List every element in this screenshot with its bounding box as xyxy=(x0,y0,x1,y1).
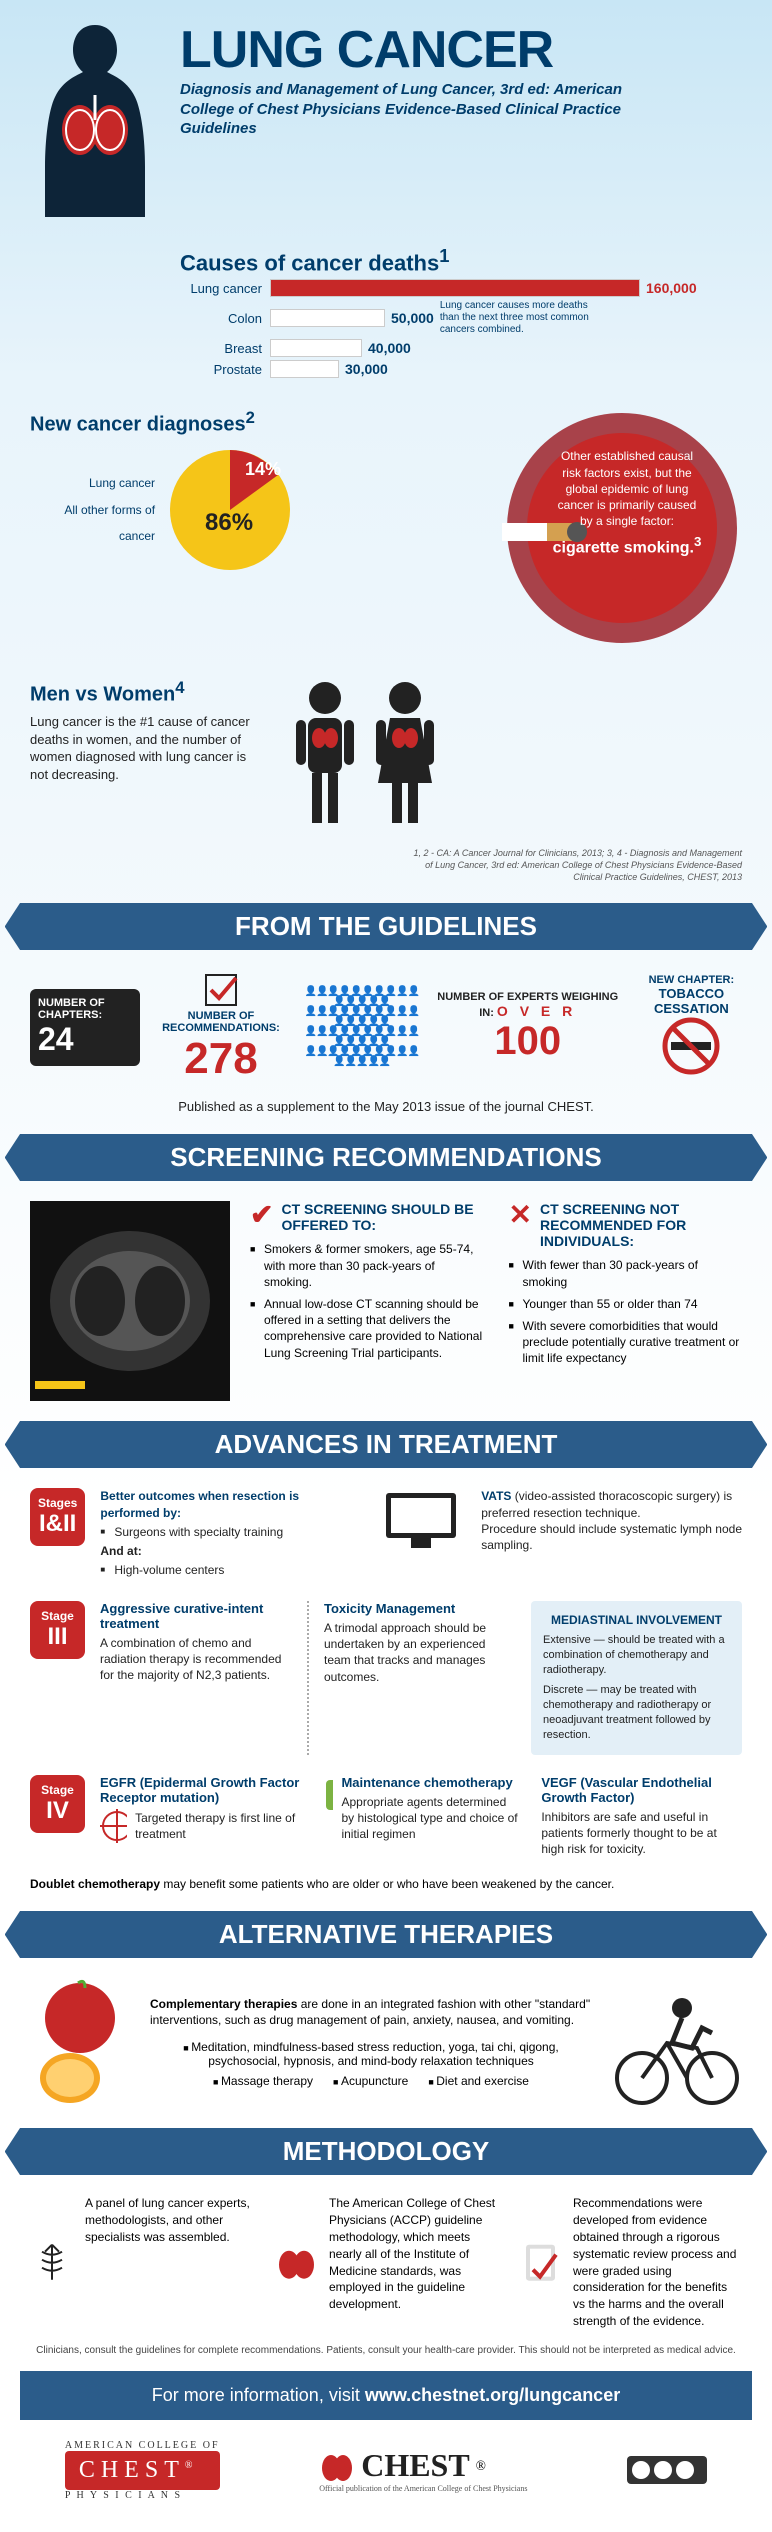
subtitle: Diagnosis and Management of Lung Cancer,… xyxy=(180,80,670,139)
stage-4: StageIV EGFR (Epidermal Growth Factor Re… xyxy=(30,1775,742,1858)
recommendations-stat: NUMBER OF RECOMMENDATIONS: 278 xyxy=(155,970,287,1084)
list-item: Annual low-dose CT scanning should be of… xyxy=(250,1296,484,1361)
banner-methodology: METHODOLOGY xyxy=(20,2128,752,2175)
monitor-icon xyxy=(381,1488,461,1553)
cigarette-text: Other established causal risk factors ex… xyxy=(552,448,702,559)
banner-guidelines: FROM THE GUIDELINES xyxy=(20,903,752,950)
stage-3: StageIII Aggressive curative-intent trea… xyxy=(30,1601,742,1755)
caduceus-icon xyxy=(30,2195,75,2329)
published-note: Published as a supplement to the May 201… xyxy=(30,1099,742,1114)
causes-title: Causes of cancer deaths1 xyxy=(180,245,742,276)
stage-1-2: StagesI&II Better outcomes when resectio… xyxy=(30,1488,742,1581)
ct-scan-icon xyxy=(30,1201,230,1401)
list-item: Acupuncture xyxy=(333,2074,408,2088)
people-icons: 👤👤👤👤👤👤👤👤👤👤👤👤👤👤👤 👤👤👤👤👤👤👤👤👤👤👤👤👤👤👤 👤👤👤👤👤👤👤👤… xyxy=(302,987,422,1067)
alternative-section: Complementary therapies are done in an i… xyxy=(30,1978,742,2108)
men-women-title: Men vs Women4 xyxy=(30,678,260,707)
bar-row: Colon50,000Lung cancer causes more death… xyxy=(180,300,742,336)
list-item: Diet and exercise xyxy=(428,2074,529,2088)
iv-bag-icon xyxy=(321,1775,334,1835)
list-item: Massage therapy xyxy=(213,2074,313,2088)
diagnoses-title: New cancer diagnoses2 xyxy=(30,408,290,437)
list-item: Surgeons with specialty training xyxy=(100,1525,361,1539)
screening-offered: ✔CT SCREENING SHOULD BE OFFERED TO: Smok… xyxy=(250,1201,484,1401)
title-block: LUNG CANCER Diagnosis and Management of … xyxy=(180,20,670,139)
methodology-section: A panel of lung cancer experts, methodol… xyxy=(30,2195,742,2329)
guidelines-stats: NUMBER OF CHAPTERS: 24 NUMBER OF RECOMME… xyxy=(30,970,742,1084)
list-item: High-volume centers xyxy=(100,1563,361,1577)
men-women-section: Men vs Women4 Lung cancer is the #1 caus… xyxy=(30,678,742,838)
pie-labels: Lung cancer All other forms of cancer xyxy=(30,470,155,549)
banner-screening: SCREENING RECOMMENDATIONS xyxy=(20,1134,752,1181)
list-item: With fewer than 30 pack-years of smoking xyxy=(509,1257,743,1289)
screening-section: ✔CT SCREENING SHOULD BE OFFERED TO: Smok… xyxy=(30,1201,742,1401)
banner-alternative: ALTERNATIVE THERAPIES xyxy=(20,1911,752,1958)
x-icon: ✕ xyxy=(509,1201,532,1249)
alt-intro: Complementary therapies are done in an i… xyxy=(150,1996,592,2030)
diagnoses-block: New cancer diagnoses2 Lung cancer All ot… xyxy=(30,408,290,653)
svg-text:86%: 86% xyxy=(205,509,253,536)
bar-row: Breast40,000 xyxy=(180,339,742,357)
fruit-icon xyxy=(30,1978,130,2108)
header: LUNG CANCER Diagnosis and Management of … xyxy=(30,20,742,225)
banner-advances: ADVANCES IN TREATMENT xyxy=(20,1421,752,1468)
causes-section: Causes of cancer deaths1 Lung cancer160,… xyxy=(180,245,742,378)
clinicians-note: Clinicians, consult the guidelines for c… xyxy=(30,2345,742,2356)
diagnoses-row: New cancer diagnoses2 Lung cancer All ot… xyxy=(30,408,742,653)
bar-row: Prostate30,000 xyxy=(180,360,742,378)
info-banner: For more information, visit www.chestnet… xyxy=(20,2371,752,2420)
cc-license-icon xyxy=(627,2456,707,2484)
torso-silhouette-icon xyxy=(30,20,160,225)
cyclist-icon xyxy=(612,1978,742,2108)
list-item: Younger than 55 or older than 74 xyxy=(509,1296,743,1312)
lungs-icon xyxy=(274,2195,319,2329)
clipboard-icon xyxy=(518,2195,563,2329)
men-women-text: Lung cancer is the #1 cause of cancer de… xyxy=(30,713,260,783)
screening-not: ✕CT SCREENING NOT RECOMMENDED FOR INDIVI… xyxy=(509,1201,743,1401)
list-item: Meditation, mindfulness-based stress red… xyxy=(160,2040,582,2068)
target-icon xyxy=(100,1809,127,1844)
list-item: Smokers & former smokers, age 55-74, wit… xyxy=(250,1241,484,1290)
pie-chart-icon: 14% 86% xyxy=(165,445,290,575)
infographic-root: LUNG CANCER Diagnosis and Management of … xyxy=(0,0,772,2521)
accp-logo: AMERICAN COLLEGE OF CHEST® P H Y S I C I… xyxy=(65,2440,220,2501)
chapters-stat: NUMBER OF CHAPTERS: 24 xyxy=(30,989,140,1066)
logos-row: AMERICAN COLLEGE OF CHEST® P H Y S I C I… xyxy=(30,2440,742,2501)
cigarette-circle: Other established causal risk factors ex… xyxy=(502,408,742,653)
no-smoking-icon xyxy=(661,1016,721,1076)
bar-row: Lung cancer160,000 xyxy=(180,279,742,297)
main-title: LUNG CANCER xyxy=(180,20,670,80)
citations: 1, 2 - CA: A Cancer Journal for Clinicia… xyxy=(412,848,742,883)
svg-text:14%: 14% xyxy=(245,459,281,479)
man-woman-icon xyxy=(280,678,450,838)
lungs-logo-icon xyxy=(319,2448,355,2484)
doublet-note: Doublet chemotherapy Doublet chemotherap… xyxy=(30,1877,742,1891)
list-item: With severe comorbidities that would pre… xyxy=(509,1318,743,1367)
check-icon: ✔ xyxy=(250,1201,273,1233)
experts-stat: 👤👤👤👤👤👤👤👤👤👤👤👤👤👤👤 👤👤👤👤👤👤👤👤👤👤👤👤👤👤👤 👤👤👤👤👤👤👤👤… xyxy=(302,987,626,1067)
new-chapter-stat: NEW CHAPTER: TOBACCO CESSATION xyxy=(641,974,742,1081)
chest-journal-logo: CHEST® Official publication of the Ameri… xyxy=(319,2447,527,2493)
